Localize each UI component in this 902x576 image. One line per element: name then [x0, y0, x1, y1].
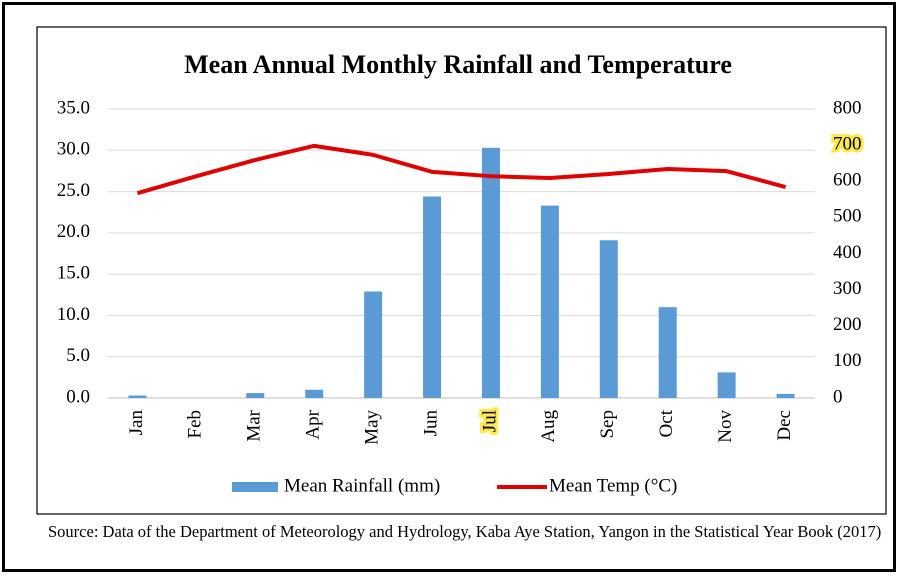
legend-label: Mean Temp (°C): [549, 475, 677, 496]
x-tick-label: Oct: [656, 409, 677, 437]
bar: [246, 393, 265, 398]
bar: [540, 205, 559, 398]
bar: [658, 307, 677, 398]
x-tick-label: Feb: [185, 410, 206, 439]
legend-label: Mean Rainfall (mm): [284, 475, 440, 496]
bar: [364, 291, 383, 398]
y2-tick-label: 300: [833, 278, 862, 299]
legend-swatch: [232, 482, 278, 492]
x-tick-label: Aug: [538, 410, 559, 443]
x-tick-label: May: [361, 410, 382, 445]
y-tick-label: 0.0: [66, 386, 90, 407]
bar: [423, 196, 442, 398]
y2-tick-label: 0: [833, 386, 843, 407]
bar: [776, 393, 795, 398]
y2-tick-label: 400: [833, 242, 862, 263]
chart-title: Mean Annual Monthly Rainfall and Tempera…: [184, 50, 732, 79]
x-tick-label: Jan: [126, 410, 147, 436]
x-tick-label: Nov: [715, 410, 736, 443]
y2-tick-label: 600: [833, 170, 862, 191]
x-tick-label: Jun: [420, 410, 441, 437]
x-tick-label: Sep: [597, 410, 618, 439]
source-note: Source: Data of the Department of Meteor…: [48, 522, 882, 541]
bar: [128, 395, 147, 398]
y-tick-label: 15.0: [57, 263, 90, 284]
y-tick-label: 10.0: [57, 304, 90, 325]
y-tick-label: 35.0: [57, 97, 90, 118]
x-tick-label: Mar: [244, 409, 265, 441]
chart-border: [36, 26, 887, 515]
x-tick-label: Dec: [774, 410, 795, 441]
x-tick-label: Apr: [303, 409, 324, 439]
line: [136, 143, 787, 196]
y2-tick-label: 100: [833, 350, 862, 371]
x-tick-label: Jul: [479, 410, 500, 432]
y-tick-label: 20.0: [57, 221, 90, 242]
y-tick-label: 25.0: [57, 180, 90, 201]
bar: [717, 372, 736, 398]
y-tick-label: 5.0: [66, 345, 90, 366]
y2-tick-label: 200: [833, 314, 862, 335]
y2-tick-label: 700: [833, 133, 862, 154]
bar: [599, 240, 618, 398]
bar: [305, 389, 324, 398]
y2-tick-label: 500: [833, 206, 862, 227]
y-tick-label: 30.0: [57, 139, 90, 160]
y2-tick-label: 800: [833, 97, 862, 118]
bar: [481, 147, 500, 398]
